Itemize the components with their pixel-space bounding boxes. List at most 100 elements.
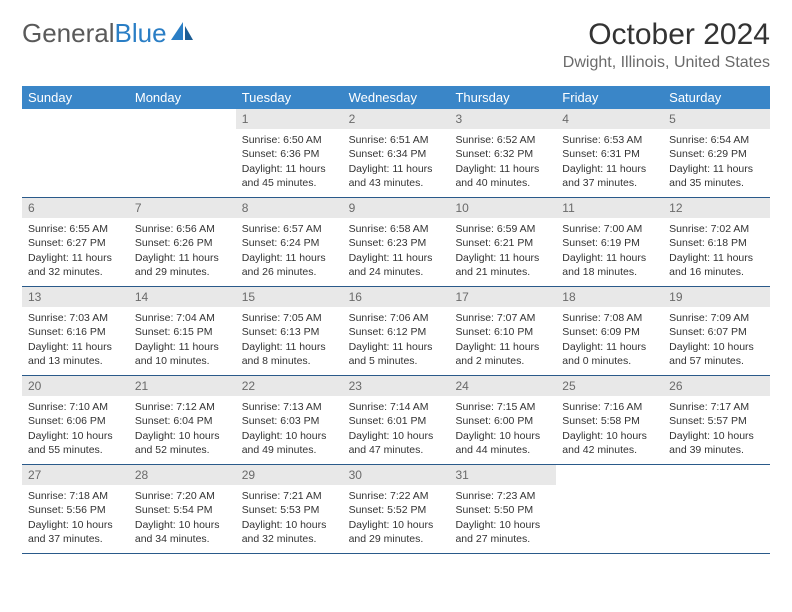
day-cell: 20Sunrise: 7:10 AMSunset: 6:06 PMDayligh… [22,376,129,464]
day-cell: 22Sunrise: 7:13 AMSunset: 6:03 PMDayligh… [236,376,343,464]
day-details: Sunrise: 7:03 AMSunset: 6:16 PMDaylight:… [22,307,129,368]
day-cell: 21Sunrise: 7:12 AMSunset: 6:04 PMDayligh… [129,376,236,464]
day-number: 5 [663,109,770,129]
day-cell: 2Sunrise: 6:51 AMSunset: 6:34 PMDaylight… [343,109,450,197]
day-details: Sunrise: 6:50 AMSunset: 6:36 PMDaylight:… [236,129,343,190]
day-number: 15 [236,287,343,307]
day-number: 28 [129,465,236,485]
weekday-header: Saturday [663,86,770,109]
day-cell: 10Sunrise: 6:59 AMSunset: 6:21 PMDayligh… [449,198,556,286]
day-number: 9 [343,198,450,218]
day-details: Sunrise: 6:52 AMSunset: 6:32 PMDaylight:… [449,129,556,190]
logo-text-blue: Blue [115,18,167,49]
day-details: Sunrise: 7:22 AMSunset: 5:52 PMDaylight:… [343,485,450,546]
day-details: Sunrise: 6:51 AMSunset: 6:34 PMDaylight:… [343,129,450,190]
day-number: 16 [343,287,450,307]
day-cell: 11Sunrise: 7:00 AMSunset: 6:19 PMDayligh… [556,198,663,286]
day-details: Sunrise: 7:07 AMSunset: 6:10 PMDaylight:… [449,307,556,368]
day-number: 31 [449,465,556,485]
day-details: Sunrise: 7:08 AMSunset: 6:09 PMDaylight:… [556,307,663,368]
day-number: 12 [663,198,770,218]
day-details: Sunrise: 7:09 AMSunset: 6:07 PMDaylight:… [663,307,770,368]
day-number: 10 [449,198,556,218]
day-cell [22,109,129,197]
day-number: 7 [129,198,236,218]
day-cell: 25Sunrise: 7:16 AMSunset: 5:58 PMDayligh… [556,376,663,464]
day-number: 17 [449,287,556,307]
day-number: 25 [556,376,663,396]
day-cell: 7Sunrise: 6:56 AMSunset: 6:26 PMDaylight… [129,198,236,286]
weekday-header: Sunday [22,86,129,109]
week-row: 27Sunrise: 7:18 AMSunset: 5:56 PMDayligh… [22,465,770,554]
calendar-body: 1Sunrise: 6:50 AMSunset: 6:36 PMDaylight… [22,109,770,554]
title-block: October 2024 Dwight, Illinois, United St… [563,18,770,72]
day-details: Sunrise: 7:04 AMSunset: 6:15 PMDaylight:… [129,307,236,368]
day-number: 14 [129,287,236,307]
week-row: 6Sunrise: 6:55 AMSunset: 6:27 PMDaylight… [22,198,770,287]
day-cell: 8Sunrise: 6:57 AMSunset: 6:24 PMDaylight… [236,198,343,286]
day-details: Sunrise: 6:57 AMSunset: 6:24 PMDaylight:… [236,218,343,279]
sail-icon [169,18,195,49]
day-details: Sunrise: 7:06 AMSunset: 6:12 PMDaylight:… [343,307,450,368]
day-details: Sunrise: 7:21 AMSunset: 5:53 PMDaylight:… [236,485,343,546]
weekday-header: Wednesday [343,86,450,109]
day-cell: 5Sunrise: 6:54 AMSunset: 6:29 PMDaylight… [663,109,770,197]
day-cell: 27Sunrise: 7:18 AMSunset: 5:56 PMDayligh… [22,465,129,553]
day-number: 11 [556,198,663,218]
day-number: 22 [236,376,343,396]
day-number: 18 [556,287,663,307]
day-cell: 12Sunrise: 7:02 AMSunset: 6:18 PMDayligh… [663,198,770,286]
day-cell: 14Sunrise: 7:04 AMSunset: 6:15 PMDayligh… [129,287,236,375]
day-details: Sunrise: 7:13 AMSunset: 6:03 PMDaylight:… [236,396,343,457]
logo: GeneralBlue [22,18,195,49]
day-details: Sunrise: 7:18 AMSunset: 5:56 PMDaylight:… [22,485,129,546]
day-number: 21 [129,376,236,396]
day-cell [556,465,663,553]
day-cell: 31Sunrise: 7:23 AMSunset: 5:50 PMDayligh… [449,465,556,553]
day-details: Sunrise: 6:54 AMSunset: 6:29 PMDaylight:… [663,129,770,190]
day-cell: 17Sunrise: 7:07 AMSunset: 6:10 PMDayligh… [449,287,556,375]
page-header: GeneralBlue October 2024 Dwight, Illinoi… [22,18,770,72]
day-cell [129,109,236,197]
day-cell: 1Sunrise: 6:50 AMSunset: 6:36 PMDaylight… [236,109,343,197]
weekday-header: Tuesday [236,86,343,109]
day-details: Sunrise: 7:05 AMSunset: 6:13 PMDaylight:… [236,307,343,368]
day-cell: 16Sunrise: 7:06 AMSunset: 6:12 PMDayligh… [343,287,450,375]
day-details: Sunrise: 7:17 AMSunset: 5:57 PMDaylight:… [663,396,770,457]
day-number: 3 [449,109,556,129]
day-cell [663,465,770,553]
day-number: 4 [556,109,663,129]
location: Dwight, Illinois, United States [563,54,770,72]
day-cell: 26Sunrise: 7:17 AMSunset: 5:57 PMDayligh… [663,376,770,464]
day-details: Sunrise: 7:15 AMSunset: 6:00 PMDaylight:… [449,396,556,457]
weekday-header: Thursday [449,86,556,109]
day-number: 26 [663,376,770,396]
day-number: 19 [663,287,770,307]
day-details: Sunrise: 6:53 AMSunset: 6:31 PMDaylight:… [556,129,663,190]
day-number: 8 [236,198,343,218]
weekday-header: Monday [129,86,236,109]
day-cell: 13Sunrise: 7:03 AMSunset: 6:16 PMDayligh… [22,287,129,375]
day-number: 23 [343,376,450,396]
day-cell: 3Sunrise: 6:52 AMSunset: 6:32 PMDaylight… [449,109,556,197]
day-number: 13 [22,287,129,307]
day-details: Sunrise: 6:58 AMSunset: 6:23 PMDaylight:… [343,218,450,279]
week-row: 1Sunrise: 6:50 AMSunset: 6:36 PMDaylight… [22,109,770,198]
day-details: Sunrise: 6:56 AMSunset: 6:26 PMDaylight:… [129,218,236,279]
day-details: Sunrise: 6:59 AMSunset: 6:21 PMDaylight:… [449,218,556,279]
day-number: 20 [22,376,129,396]
day-cell: 29Sunrise: 7:21 AMSunset: 5:53 PMDayligh… [236,465,343,553]
day-cell: 19Sunrise: 7:09 AMSunset: 6:07 PMDayligh… [663,287,770,375]
day-cell: 15Sunrise: 7:05 AMSunset: 6:13 PMDayligh… [236,287,343,375]
day-details: Sunrise: 7:10 AMSunset: 6:06 PMDaylight:… [22,396,129,457]
day-cell: 9Sunrise: 6:58 AMSunset: 6:23 PMDaylight… [343,198,450,286]
day-details: Sunrise: 7:00 AMSunset: 6:19 PMDaylight:… [556,218,663,279]
day-number: 2 [343,109,450,129]
weekday-header-row: SundayMondayTuesdayWednesdayThursdayFrid… [22,86,770,109]
day-cell: 4Sunrise: 6:53 AMSunset: 6:31 PMDaylight… [556,109,663,197]
day-number: 24 [449,376,556,396]
week-row: 20Sunrise: 7:10 AMSunset: 6:06 PMDayligh… [22,376,770,465]
day-number: 27 [22,465,129,485]
calendar: SundayMondayTuesdayWednesdayThursdayFrid… [22,86,770,554]
day-cell: 18Sunrise: 7:08 AMSunset: 6:09 PMDayligh… [556,287,663,375]
